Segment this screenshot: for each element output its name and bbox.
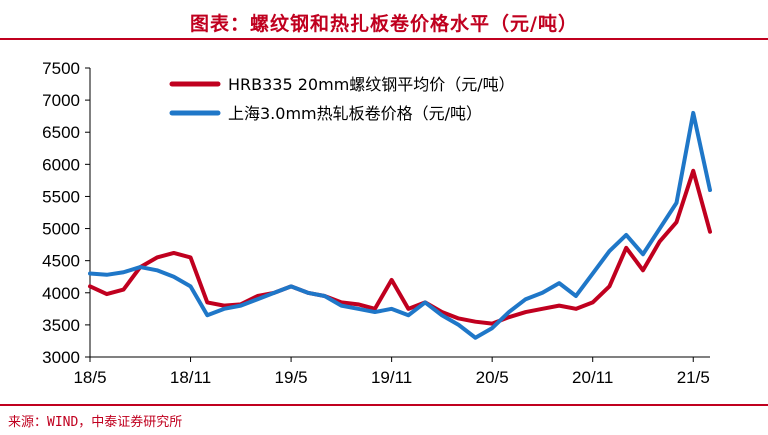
y-tick-label: 7500	[42, 59, 80, 78]
source-note: 来源：WIND，中泰证券研究所	[8, 415, 183, 430]
y-tick-label: 3000	[42, 348, 80, 367]
x-tick-label: 21/5	[677, 368, 710, 387]
series-line-hrc	[88, 110, 712, 340]
y-tick-label: 5000	[42, 220, 80, 239]
chart-title: 图表：螺纹钢和热扎板卷价格水平（元/吨）	[190, 13, 578, 35]
series-line-rebar	[88, 168, 712, 326]
y-tick-label: 5500	[42, 187, 80, 206]
y-tick-label: 7000	[42, 91, 80, 110]
legend-label: 上海3.0mm热轧板卷价格（元/吨）	[228, 104, 482, 123]
y-tick-label: 4000	[42, 284, 80, 303]
chart-title-bar: 图表：螺纹钢和热扎板卷价格水平（元/吨）	[0, 0, 768, 38]
footer-rule	[0, 404, 768, 406]
x-tick-label: 20/5	[476, 368, 509, 387]
x-tick-label: 18/5	[73, 368, 106, 387]
x-tick-label: 18/11	[170, 368, 211, 387]
x-tick-label: 19/11	[371, 368, 412, 387]
title-rule	[0, 38, 768, 40]
line-chart: 3000 3500 4000 4500 5000 5500 6000 6500 7000 7500…	[42, 59, 712, 387]
x-tick-label: 19/5	[275, 368, 308, 387]
y-tick-label: 6500	[42, 123, 80, 142]
legend-label: HRB335 20mm螺纹钢平均价（元/吨）	[228, 75, 515, 94]
y-tick-label: 3500	[42, 316, 80, 335]
y-tick-label: 4500	[42, 252, 80, 271]
y-tick-label: 6000	[42, 155, 80, 174]
x-tick-label: 20/11	[572, 368, 613, 387]
